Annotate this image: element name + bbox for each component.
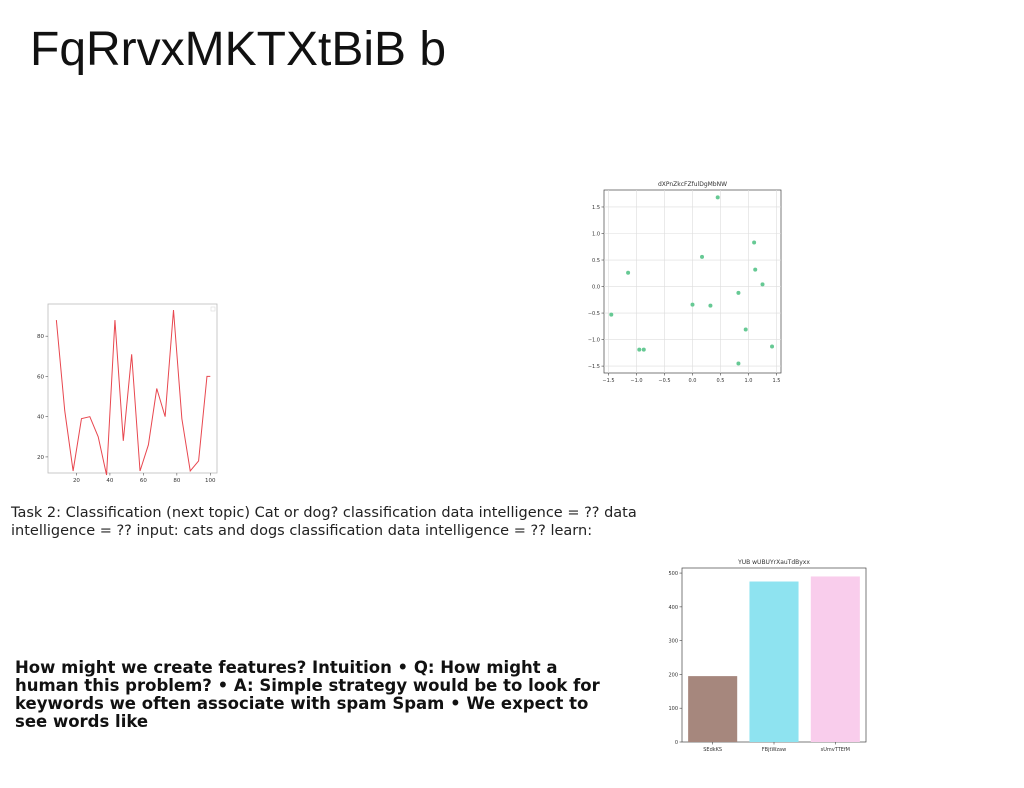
x-tick-label: 0.0 bbox=[689, 378, 697, 384]
y-tick-label: 0.0 bbox=[592, 285, 600, 291]
y-tick-label: 40 bbox=[37, 415, 44, 421]
bar bbox=[810, 576, 860, 742]
y-tick-label: 200 bbox=[668, 672, 678, 678]
x-tick-label: 1.5 bbox=[773, 378, 781, 384]
x-tick-label: 60 bbox=[140, 478, 147, 484]
y-tick-label: 500 bbox=[668, 571, 678, 577]
y-tick-label: −0.5 bbox=[588, 311, 600, 317]
scatter-point bbox=[743, 327, 748, 332]
y-tick-label: −1.0 bbox=[588, 338, 600, 344]
task-text: Task 2: Classification (next topic) Cat … bbox=[11, 505, 637, 539]
scatter-point bbox=[708, 303, 713, 308]
scatter-point bbox=[753, 267, 758, 272]
y-tick-label: 80 bbox=[37, 334, 44, 340]
bar-chart: YUB wUBUYrXauTdByxx 0 100 200 300 400 500 SEdkK… bbox=[668, 559, 867, 753]
y-tick-label: 1.5 bbox=[592, 205, 600, 211]
legend-box bbox=[210, 306, 216, 312]
line-chart: 20 40 60 80 100 20 40 60 80 bbox=[37, 303, 218, 484]
bar bbox=[688, 676, 738, 742]
plot-frame bbox=[47, 303, 218, 474]
y-tick-label: 1.0 bbox=[592, 231, 600, 237]
scatter-point bbox=[752, 240, 757, 245]
x-tick-label: 1.0 bbox=[745, 378, 753, 384]
y-tick-label: 100 bbox=[668, 706, 678, 712]
scatter-point bbox=[760, 282, 765, 287]
scatter-point bbox=[700, 254, 705, 259]
x-tick-label: FBjtWzaw bbox=[762, 747, 786, 753]
x-tick-label: 40 bbox=[106, 478, 113, 484]
x-tick-label: −1.5 bbox=[602, 378, 614, 384]
scatter-point bbox=[626, 270, 631, 275]
chart-title: dXPnZkcFZfulDgMbNW bbox=[658, 181, 727, 188]
scatter-point bbox=[609, 312, 614, 317]
scatter-point bbox=[641, 347, 646, 352]
x-tick-label: 100 bbox=[205, 478, 216, 484]
y-tick-label: 300 bbox=[668, 639, 678, 645]
slide-title: FqRrvxMKTXtBiB b bbox=[30, 23, 447, 76]
x-tick-label: 20 bbox=[73, 478, 80, 484]
x-tick-label: sUmvTTEfM bbox=[821, 747, 850, 753]
scatter-point bbox=[736, 361, 741, 366]
y-tick-label: 20 bbox=[37, 455, 44, 461]
y-tick-label: 0 bbox=[675, 740, 678, 746]
series-line bbox=[55, 309, 211, 476]
x-tick-label: −1.0 bbox=[630, 378, 642, 384]
x-tick-label: −0.5 bbox=[658, 378, 670, 384]
scatter-chart: dXPnZkcFZfulDgMbNW −1.5 −1.0 −0.5 0.0 0.5 1.0 1… bbox=[588, 181, 782, 384]
scatter-point bbox=[637, 347, 642, 352]
chart-title: YUB wUBUYrXauTdByxx bbox=[737, 559, 810, 566]
y-tick-label: 400 bbox=[668, 605, 678, 611]
y-tick-label: −1.5 bbox=[588, 364, 600, 370]
x-tick-label: SEdkKS bbox=[703, 747, 722, 753]
scatter-point bbox=[770, 344, 775, 349]
x-tick-label: 80 bbox=[173, 478, 180, 484]
y-tick-label: 60 bbox=[37, 374, 44, 380]
x-tick-label: 0.5 bbox=[717, 378, 725, 384]
scatter-point bbox=[736, 290, 741, 295]
scatter-point bbox=[690, 302, 695, 307]
bar bbox=[749, 581, 799, 742]
features-text: How might we create features? Intuition … bbox=[15, 658, 600, 731]
scatter-point bbox=[715, 195, 720, 200]
y-tick-label: 0.5 bbox=[592, 258, 600, 264]
